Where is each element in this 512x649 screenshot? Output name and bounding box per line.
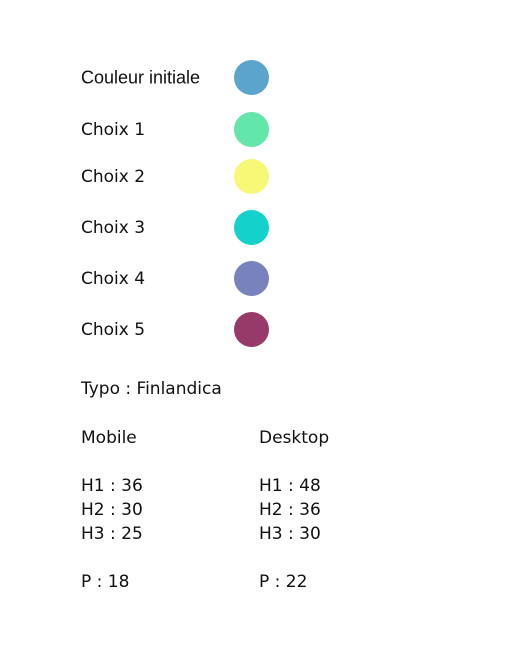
color-row-choice-5: Choix 5: [81, 312, 281, 348]
color-label-choice-5: Choix 5: [81, 320, 146, 340]
color-row-initial: Couleur initiale: [81, 60, 281, 96]
color-label-choice-4: Choix 4: [81, 269, 146, 289]
color-label-choice-3: Choix 3: [81, 218, 146, 238]
color-label-initial: Couleur initiale: [81, 67, 201, 88]
color-swatch-choice-3: [234, 210, 269, 245]
color-label-choice-2: Choix 2: [81, 167, 146, 187]
mobile-h3-size: H3 : 25: [81, 524, 143, 544]
color-swatch-choice-2: [234, 159, 269, 194]
mobile-p-size: P : 18: [81, 572, 130, 592]
color-row-choice-3: Choix 3: [81, 210, 281, 246]
mobile-h2-size: H2 : 30: [81, 500, 143, 520]
mobile-heading: Mobile: [81, 428, 137, 448]
color-swatch-initial: [234, 60, 269, 95]
desktop-h2-size: H2 : 36: [259, 500, 321, 520]
desktop-heading: Desktop: [259, 428, 330, 448]
color-row-choice-2: Choix 2: [81, 159, 281, 195]
desktop-sizes-column: Desktop H1 : 48 H2 : 36 H3 : 30 P : 22: [259, 426, 329, 594]
desktop-h3-size: H3 : 30: [259, 524, 321, 544]
color-row-choice-1: Choix 1: [81, 112, 281, 148]
mobile-sizes-column: Mobile H1 : 36 H2 : 30 H3 : 25 P : 18: [81, 426, 143, 594]
color-swatch-choice-4: [234, 261, 269, 296]
color-label-choice-1: Choix 1: [81, 120, 146, 140]
color-swatch-choice-5: [234, 312, 269, 347]
color-row-choice-4: Choix 4: [81, 261, 281, 297]
mobile-h1-size: H1 : 36: [81, 476, 143, 496]
color-swatch-choice-1: [234, 112, 269, 147]
font-family-line: Typo : Finlandica: [81, 379, 222, 399]
desktop-h1-size: H1 : 48: [259, 476, 321, 496]
desktop-p-size: P : 22: [259, 572, 308, 592]
